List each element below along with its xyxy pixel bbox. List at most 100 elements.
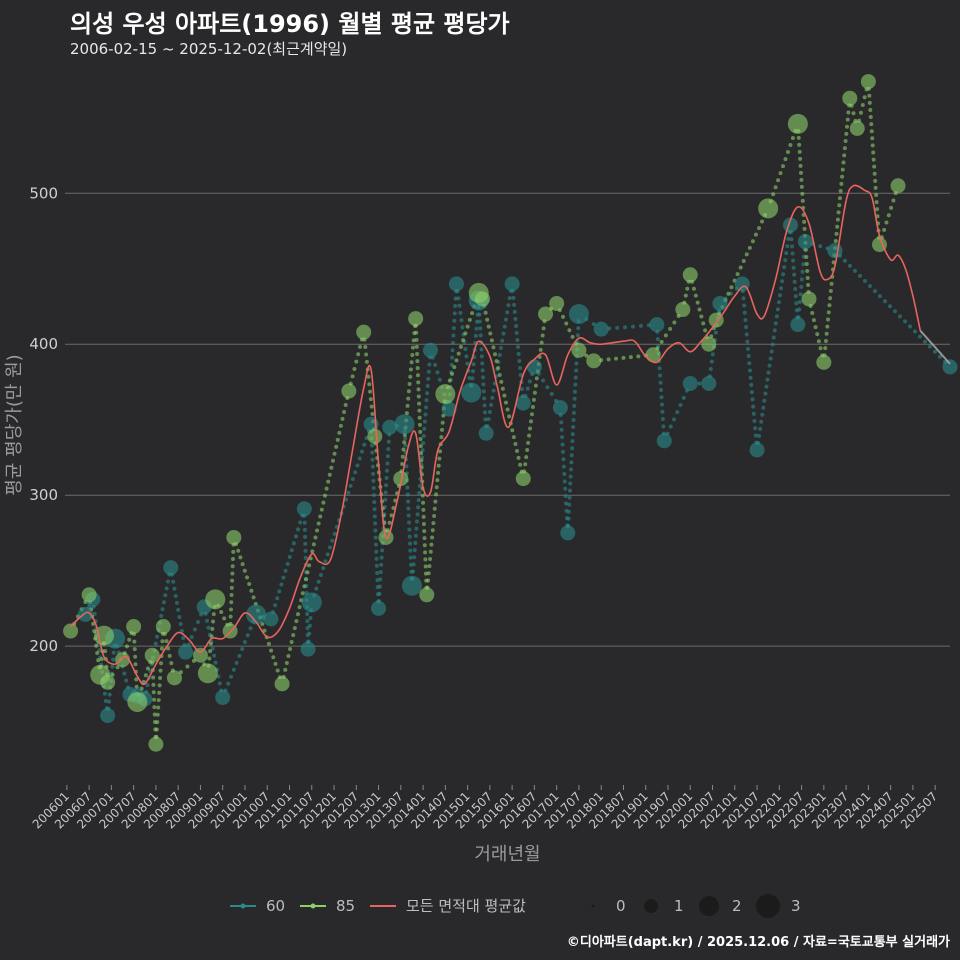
trail-dot: [560, 449, 565, 454]
trail-dot: [212, 653, 217, 658]
trail-dot: [529, 412, 534, 417]
trail-dot: [132, 639, 137, 644]
trail-dot: [273, 603, 278, 608]
trail-dot: [307, 623, 312, 628]
trail-dot: [337, 430, 342, 435]
trail-dot: [869, 122, 874, 127]
bubble-85: [890, 178, 906, 194]
trail-dot: [319, 507, 324, 512]
trail-dot: [407, 534, 412, 539]
trail-dot: [302, 527, 307, 532]
trail-dot: [846, 110, 851, 115]
trail-dot: [428, 556, 433, 561]
trail-dot: [321, 500, 326, 505]
trail-dot: [497, 353, 502, 358]
trail-dot: [340, 416, 345, 421]
bubble-60: [178, 644, 194, 660]
trail-dot: [792, 279, 797, 284]
trail-dot: [159, 646, 164, 651]
trail-dot: [770, 342, 775, 347]
trail-dot: [422, 529, 427, 534]
trail-dot: [107, 692, 112, 697]
trail-dot: [124, 678, 129, 683]
trail-dot: [167, 653, 172, 658]
trail-dot: [377, 584, 382, 589]
trail-dot: [416, 380, 421, 385]
trail-dot: [426, 578, 431, 583]
trail-dot: [228, 607, 233, 612]
trail-dot: [417, 401, 422, 406]
trail-dot: [797, 307, 802, 312]
trail-dot: [205, 618, 210, 623]
trail-dot: [769, 349, 774, 354]
trail-dot: [709, 359, 714, 364]
trail-dot: [478, 326, 483, 331]
trail-dot: [219, 610, 224, 615]
bubble-60: [504, 276, 520, 292]
trail-dot: [511, 435, 516, 440]
trail-dot: [481, 375, 486, 380]
trail-dot: [559, 420, 564, 425]
trail-dot: [532, 390, 537, 395]
bubble-60: [77, 606, 93, 622]
trail-dot: [502, 324, 507, 329]
trail-dot: [478, 333, 483, 338]
trail-dot: [494, 359, 499, 364]
bubble-60: [593, 321, 609, 337]
trail-dot: [423, 557, 428, 562]
trail-dot: [132, 647, 137, 652]
legend-key-dot: [240, 903, 246, 909]
trail-dot: [426, 369, 431, 374]
trail-dot: [403, 443, 408, 448]
trail-dot: [179, 629, 184, 634]
trail-dot: [415, 366, 420, 371]
trail-dot: [303, 577, 308, 582]
trail-dot: [111, 657, 116, 662]
trail-dot: [417, 483, 422, 488]
trail-dot: [591, 322, 596, 327]
trail-dot: [316, 579, 321, 584]
trail-dot: [461, 338, 466, 343]
trail-dot: [240, 647, 245, 652]
trail-dot: [421, 514, 426, 519]
trail-dot: [363, 345, 368, 350]
trail-dot: [570, 334, 575, 339]
trail-dot: [457, 303, 462, 308]
trail-dot: [810, 311, 815, 316]
trail-dot: [416, 387, 421, 392]
trail-dot: [372, 500, 377, 505]
trail-dot: [490, 395, 495, 400]
trail-dot: [424, 398, 429, 403]
trail-dot: [206, 625, 211, 630]
trail-dot: [406, 389, 411, 394]
trail-dot: [874, 193, 879, 198]
trail-dot: [467, 317, 472, 322]
bubble-60: [568, 304, 589, 325]
trail-dot: [115, 665, 120, 670]
trail-dot: [785, 150, 790, 155]
trail-dot: [422, 536, 427, 541]
trail-dot: [426, 376, 431, 381]
bubble-60: [649, 317, 665, 333]
trail-dot: [152, 697, 157, 702]
legend-layer: 60 85 모든 면적대 평균값 0 1 2 3: [230, 894, 801, 918]
trail-dot: [366, 374, 371, 379]
trail-dot: [302, 584, 307, 589]
trail-dot: [783, 157, 788, 162]
bubble-60: [382, 419, 398, 435]
trail-dot: [163, 593, 168, 598]
trail-dot: [248, 626, 253, 631]
trail-dot: [298, 520, 303, 525]
trail-dot: [790, 244, 795, 249]
trail-dot: [249, 588, 254, 593]
trail-dot: [316, 521, 321, 526]
trail-dot: [791, 265, 796, 270]
trail-dot: [423, 412, 428, 417]
trail-dot: [778, 293, 783, 298]
trail-dot: [160, 639, 165, 644]
trail-dot: [528, 426, 533, 431]
trail-dot: [862, 95, 867, 100]
trail-dot: [427, 362, 432, 367]
trail-dot: [288, 647, 293, 652]
trail-dot: [465, 361, 470, 366]
